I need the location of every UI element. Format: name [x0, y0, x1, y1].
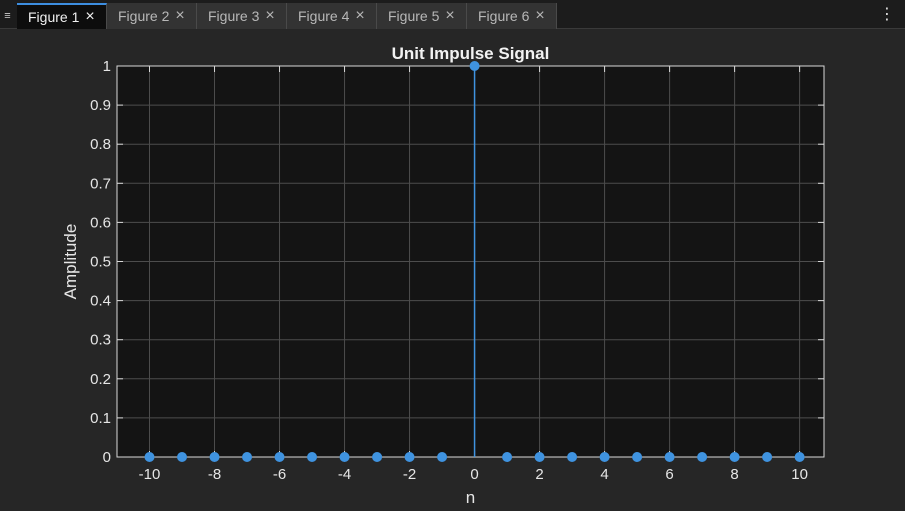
- close-icon[interactable]: ×: [445, 7, 455, 24]
- y-tick-label: 0.2: [90, 371, 111, 388]
- stem-marker: [209, 452, 220, 462]
- tab-label: Figure 2: [118, 8, 170, 24]
- x-tick-label: 0: [470, 466, 478, 483]
- stem-marker: [762, 452, 773, 462]
- x-tick-label: -6: [273, 466, 286, 483]
- y-tick-label: 0.9: [90, 97, 111, 114]
- stem-marker: [697, 452, 708, 462]
- tab-figure-4[interactable]: Figure 4 ×: [287, 3, 377, 29]
- stem-marker: [664, 452, 675, 462]
- kebab-menu-icon[interactable]: ⋮: [879, 6, 895, 23]
- y-tick-label: 0.3: [90, 332, 111, 349]
- tab-label: Figure 5: [388, 8, 440, 24]
- x-tick-label: -8: [208, 466, 221, 483]
- stem-marker: [437, 452, 448, 462]
- y-tick-label: 0.4: [90, 293, 111, 310]
- figure-canvas: -10 -8 -6 -4 -2 0 2 4 6 8 10 0 0.1 0.2 0.3 0.4 0.5 0.6 0.7…: [61, 44, 825, 507]
- y-tick-label: 0.5: [90, 254, 111, 271]
- close-icon[interactable]: ×: [85, 8, 95, 25]
- stem-marker: [307, 452, 318, 462]
- stem-marker: [177, 452, 188, 462]
- stem-marker: [794, 452, 805, 462]
- stem-marker: [502, 452, 513, 462]
- stem-marker: [599, 452, 610, 462]
- stem-series: [144, 61, 805, 462]
- tab-label: Figure 1: [28, 9, 80, 25]
- stem-marker: [372, 452, 383, 462]
- stem-marker: [404, 452, 415, 462]
- x-tick-label: 8: [730, 466, 738, 483]
- x-tick-label: 2: [535, 466, 543, 483]
- tab-label: Figure 4: [298, 8, 350, 24]
- stem-marker: [274, 452, 285, 462]
- y-tick-label: 0: [103, 449, 111, 466]
- x-tick-label: 10: [791, 466, 808, 483]
- x-tick-label: -10: [139, 466, 161, 483]
- x-tick-label: -4: [338, 466, 351, 483]
- tab-figure-1[interactable]: Figure 1 ×: [17, 3, 107, 29]
- stem-marker: [339, 452, 350, 462]
- x-tick-label: 4: [600, 466, 608, 483]
- close-icon[interactable]: ×: [355, 7, 365, 24]
- y-tick-label: 1: [103, 58, 111, 75]
- chart-title: Unit Impulse Signal: [392, 44, 550, 63]
- stem-marker: [144, 452, 155, 462]
- tab-label: Figure 3: [208, 8, 260, 24]
- tab-figure-3[interactable]: Figure 3 ×: [197, 3, 287, 29]
- close-icon[interactable]: ×: [175, 7, 185, 24]
- close-icon[interactable]: ×: [535, 7, 545, 24]
- tab-figure-5[interactable]: Figure 5 ×: [377, 3, 467, 29]
- ticks: -10 -8 -6 -4 -2 0 2 4 6 8 10 0 0.1 0.2 0.3 0.4 0.5 0.6 0.7…: [90, 58, 824, 483]
- tab-figure-6[interactable]: Figure 6 ×: [467, 3, 557, 29]
- y-axis-label: Amplitude: [61, 224, 80, 300]
- y-tick-label: 0.1: [90, 410, 111, 427]
- y-tick-label: 0.7: [90, 175, 111, 192]
- hamburger-icon[interactable]: ≡: [4, 10, 11, 22]
- tab-figure-2[interactable]: Figure 2 ×: [107, 3, 197, 29]
- stem-marker: [534, 452, 545, 462]
- x-tick-label: 6: [665, 466, 673, 483]
- y-tick-label: 0.8: [90, 136, 111, 153]
- stem-marker: [632, 452, 643, 462]
- stem-marker: [567, 452, 578, 462]
- stem-marker: [242, 452, 253, 462]
- figure-tabs: Figure 1 × Figure 2 × Figure 3 × Figure …: [17, 3, 557, 29]
- close-icon[interactable]: ×: [265, 7, 275, 24]
- figure-tabbar: ≡ Figure 1 × Figure 2 × Figure 3 × Figur…: [0, 0, 905, 29]
- x-axis-label: n: [466, 488, 475, 507]
- stem-marker: [729, 452, 740, 462]
- y-tick-label: 0.6: [90, 214, 111, 231]
- tab-label: Figure 6: [478, 8, 530, 24]
- x-tick-label: -2: [403, 466, 416, 483]
- stem-marker: [469, 61, 480, 71]
